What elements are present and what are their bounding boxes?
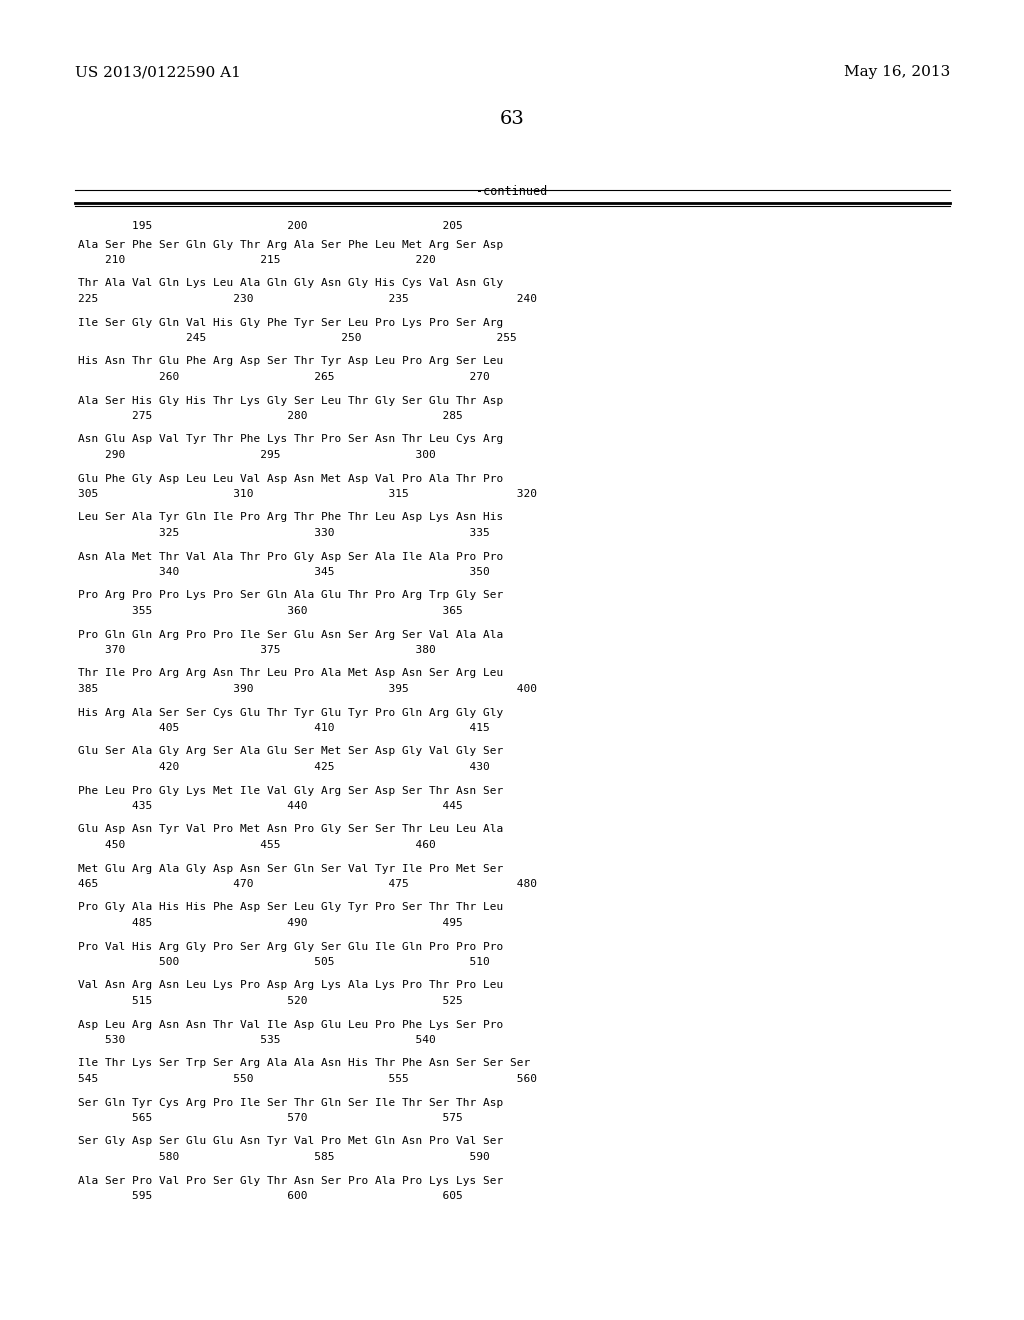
Text: Ala Ser His Gly His Thr Lys Gly Ser Leu Thr Gly Ser Glu Thr Asp: Ala Ser His Gly His Thr Lys Gly Ser Leu … — [78, 396, 503, 405]
Text: His Asn Thr Glu Phe Arg Asp Ser Thr Tyr Asp Leu Pro Arg Ser Leu: His Asn Thr Glu Phe Arg Asp Ser Thr Tyr … — [78, 356, 503, 367]
Text: Pro Arg Pro Pro Lys Pro Ser Gln Ala Glu Thr Pro Arg Trp Gly Ser: Pro Arg Pro Pro Lys Pro Ser Gln Ala Glu … — [78, 590, 503, 601]
Text: 565                    570                    575: 565 570 575 — [78, 1113, 463, 1123]
Text: Glu Asp Asn Tyr Val Pro Met Asn Pro Gly Ser Ser Thr Leu Leu Ala: Glu Asp Asn Tyr Val Pro Met Asn Pro Gly … — [78, 825, 503, 834]
Text: 405                    410                    415: 405 410 415 — [78, 723, 489, 733]
Text: 325                    330                    335: 325 330 335 — [78, 528, 489, 539]
Text: Asn Ala Met Thr Val Ala Thr Pro Gly Asp Ser Ala Ile Ala Pro Pro: Asn Ala Met Thr Val Ala Thr Pro Gly Asp … — [78, 552, 503, 561]
Text: 450                    455                    460: 450 455 460 — [78, 840, 436, 850]
Text: 515                    520                    525: 515 520 525 — [78, 997, 463, 1006]
Text: 260                    265                    270: 260 265 270 — [78, 372, 489, 381]
Text: Pro Gln Gln Arg Pro Pro Ile Ser Glu Asn Ser Arg Ser Val Ala Ala: Pro Gln Gln Arg Pro Pro Ile Ser Glu Asn … — [78, 630, 503, 639]
Text: -continued: -continued — [476, 185, 548, 198]
Text: 195                    200                    205: 195 200 205 — [78, 220, 463, 231]
Text: Thr Ala Val Gln Lys Leu Ala Gln Gly Asn Gly His Cys Val Asn Gly: Thr Ala Val Gln Lys Leu Ala Gln Gly Asn … — [78, 279, 503, 289]
Text: 245                    250                    255: 245 250 255 — [78, 333, 517, 343]
Text: Pro Gly Ala His His Phe Asp Ser Leu Gly Tyr Pro Ser Thr Thr Leu: Pro Gly Ala His His Phe Asp Ser Leu Gly … — [78, 903, 503, 912]
Text: 435                    440                    445: 435 440 445 — [78, 801, 463, 810]
Text: Ile Ser Gly Gln Val His Gly Phe Tyr Ser Leu Pro Lys Pro Ser Arg: Ile Ser Gly Gln Val His Gly Phe Tyr Ser … — [78, 318, 503, 327]
Text: 500                    505                    510: 500 505 510 — [78, 957, 489, 968]
Text: Ala Ser Phe Ser Gln Gly Thr Arg Ala Ser Phe Leu Met Arg Ser Asp: Ala Ser Phe Ser Gln Gly Thr Arg Ala Ser … — [78, 239, 503, 249]
Text: 63: 63 — [500, 110, 524, 128]
Text: Met Glu Arg Ala Gly Asp Asn Ser Gln Ser Val Tyr Ile Pro Met Ser: Met Glu Arg Ala Gly Asp Asn Ser Gln Ser … — [78, 863, 503, 874]
Text: Phe Leu Pro Gly Lys Met Ile Val Gly Arg Ser Asp Ser Thr Asn Ser: Phe Leu Pro Gly Lys Met Ile Val Gly Arg … — [78, 785, 503, 796]
Text: Val Asn Arg Asn Leu Lys Pro Asp Arg Lys Ala Lys Pro Thr Pro Leu: Val Asn Arg Asn Leu Lys Pro Asp Arg Lys … — [78, 981, 503, 990]
Text: Glu Phe Gly Asp Leu Leu Val Asp Asn Met Asp Val Pro Ala Thr Pro: Glu Phe Gly Asp Leu Leu Val Asp Asn Met … — [78, 474, 503, 483]
Text: 385                    390                    395                400: 385 390 395 400 — [78, 684, 537, 694]
Text: Ser Gln Tyr Cys Arg Pro Ile Ser Thr Gln Ser Ile Thr Ser Thr Asp: Ser Gln Tyr Cys Arg Pro Ile Ser Thr Gln … — [78, 1097, 503, 1107]
Text: US 2013/0122590 A1: US 2013/0122590 A1 — [75, 65, 241, 79]
Text: His Arg Ala Ser Ser Cys Glu Thr Tyr Glu Tyr Pro Gln Arg Gly Gly: His Arg Ala Ser Ser Cys Glu Thr Tyr Glu … — [78, 708, 503, 718]
Text: 485                    490                    495: 485 490 495 — [78, 917, 463, 928]
Text: 370                    375                    380: 370 375 380 — [78, 645, 436, 655]
Text: Ala Ser Pro Val Pro Ser Gly Thr Asn Ser Pro Ala Pro Lys Lys Ser: Ala Ser Pro Val Pro Ser Gly Thr Asn Ser … — [78, 1176, 503, 1185]
Text: Pro Val His Arg Gly Pro Ser Arg Gly Ser Glu Ile Gln Pro Pro Pro: Pro Val His Arg Gly Pro Ser Arg Gly Ser … — [78, 941, 503, 952]
Text: Asn Glu Asp Val Tyr Thr Phe Lys Thr Pro Ser Asn Thr Leu Cys Arg: Asn Glu Asp Val Tyr Thr Phe Lys Thr Pro … — [78, 434, 503, 445]
Text: 420                    425                    430: 420 425 430 — [78, 762, 489, 772]
Text: 580                    585                    590: 580 585 590 — [78, 1152, 489, 1162]
Text: Asp Leu Arg Asn Asn Thr Val Ile Asp Glu Leu Pro Phe Lys Ser Pro: Asp Leu Arg Asn Asn Thr Val Ile Asp Glu … — [78, 1019, 503, 1030]
Text: Ser Gly Asp Ser Glu Glu Asn Tyr Val Pro Met Gln Asn Pro Val Ser: Ser Gly Asp Ser Glu Glu Asn Tyr Val Pro … — [78, 1137, 503, 1147]
Text: Glu Ser Ala Gly Arg Ser Ala Glu Ser Met Ser Asp Gly Val Gly Ser: Glu Ser Ala Gly Arg Ser Ala Glu Ser Met … — [78, 747, 503, 756]
Text: 595                    600                    605: 595 600 605 — [78, 1191, 463, 1201]
Text: 275                    280                    285: 275 280 285 — [78, 411, 463, 421]
Text: 465                    470                    475                480: 465 470 475 480 — [78, 879, 537, 888]
Text: 210                    215                    220: 210 215 220 — [78, 255, 436, 265]
Text: 225                    230                    235                240: 225 230 235 240 — [78, 294, 537, 304]
Text: 355                    360                    365: 355 360 365 — [78, 606, 463, 616]
Text: Leu Ser Ala Tyr Gln Ile Pro Arg Thr Phe Thr Leu Asp Lys Asn His: Leu Ser Ala Tyr Gln Ile Pro Arg Thr Phe … — [78, 512, 503, 523]
Text: Thr Ile Pro Arg Arg Asn Thr Leu Pro Ala Met Asp Asn Ser Arg Leu: Thr Ile Pro Arg Arg Asn Thr Leu Pro Ala … — [78, 668, 503, 678]
Text: 340                    345                    350: 340 345 350 — [78, 568, 489, 577]
Text: 305                    310                    315                320: 305 310 315 320 — [78, 488, 537, 499]
Text: May 16, 2013: May 16, 2013 — [844, 65, 950, 79]
Text: 290                    295                    300: 290 295 300 — [78, 450, 436, 459]
Text: Ile Thr Lys Ser Trp Ser Arg Ala Ala Asn His Thr Phe Asn Ser Ser Ser: Ile Thr Lys Ser Trp Ser Arg Ala Ala Asn … — [78, 1059, 530, 1068]
Text: 530                    535                    540: 530 535 540 — [78, 1035, 436, 1045]
Text: 545                    550                    555                560: 545 550 555 560 — [78, 1074, 537, 1084]
